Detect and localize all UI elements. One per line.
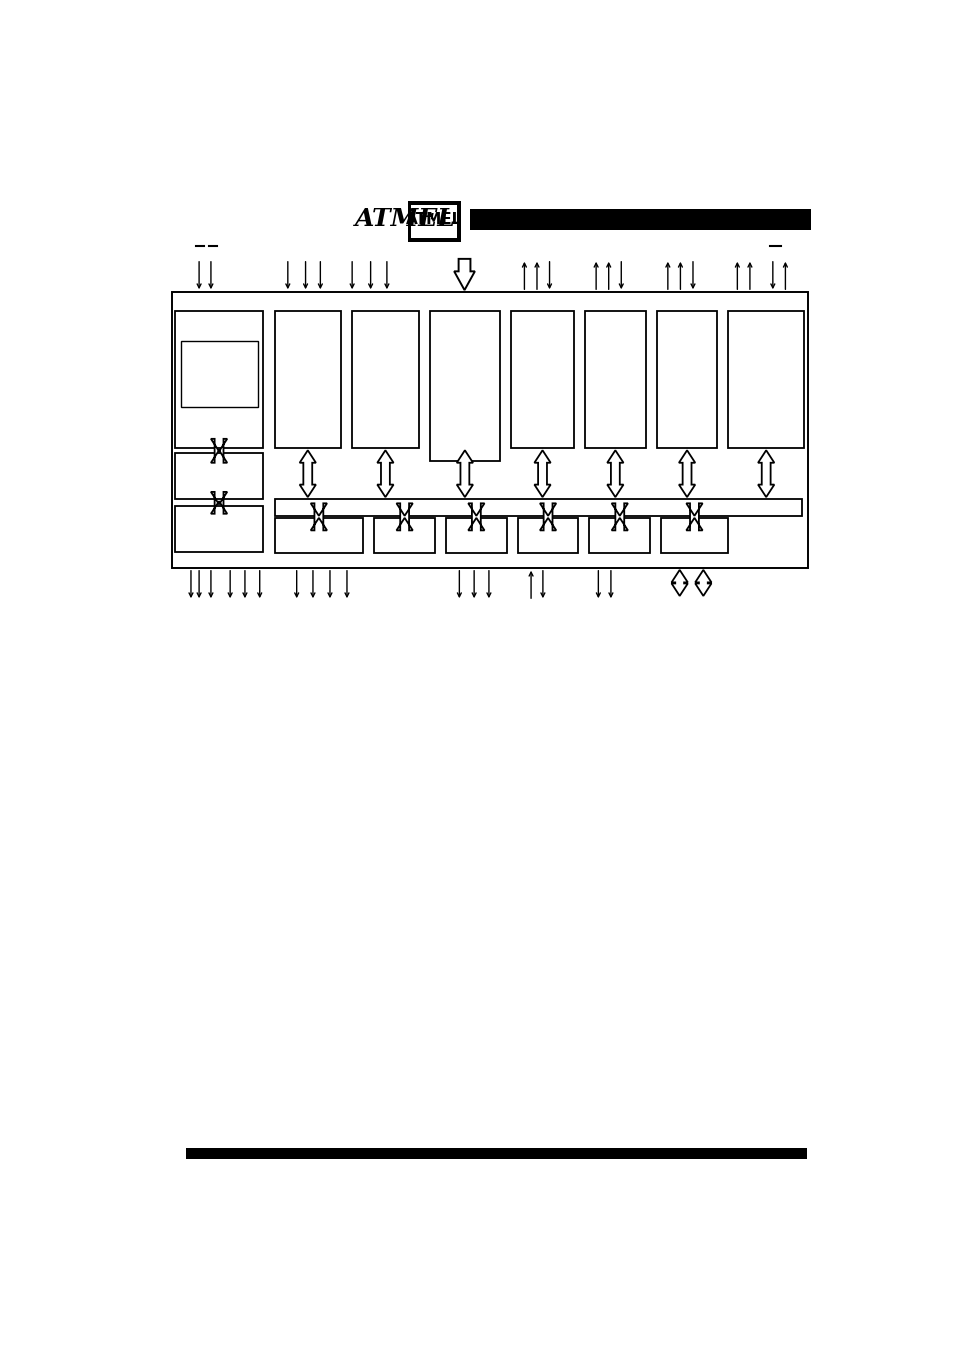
Polygon shape [376, 450, 394, 497]
Bar [274, 499, 801, 516]
Bar [352, 311, 418, 449]
Polygon shape [539, 504, 556, 531]
Bar [180, 340, 257, 407]
Bar [274, 517, 363, 554]
Polygon shape [468, 504, 484, 531]
Bar [407, 200, 460, 242]
Bar [656, 311, 717, 449]
Bar [589, 517, 649, 554]
Polygon shape [679, 450, 695, 497]
Polygon shape [211, 439, 227, 463]
Bar [511, 311, 574, 449]
Polygon shape [685, 504, 701, 531]
Bar [728, 311, 803, 449]
Polygon shape [534, 450, 550, 497]
Bar [174, 454, 263, 499]
Bar [274, 311, 341, 449]
Polygon shape [695, 570, 711, 596]
Polygon shape [396, 504, 413, 531]
Bar [186, 1148, 806, 1159]
Bar [174, 507, 263, 553]
Polygon shape [611, 504, 627, 531]
Bar [517, 517, 578, 554]
Bar [411, 205, 456, 238]
Polygon shape [606, 450, 623, 497]
Bar [660, 517, 727, 554]
Bar [174, 311, 263, 449]
Text: ATMEL: ATMEL [406, 212, 462, 227]
Polygon shape [671, 570, 687, 596]
Text: ATMEL: ATMEL [355, 207, 456, 231]
Bar [172, 292, 807, 567]
Polygon shape [311, 504, 327, 531]
Bar [374, 517, 435, 554]
Polygon shape [211, 492, 227, 513]
Polygon shape [299, 450, 315, 497]
Polygon shape [456, 450, 473, 497]
Bar [446, 517, 506, 554]
Bar [470, 209, 810, 230]
Polygon shape [758, 450, 774, 497]
Bar [429, 311, 499, 461]
Polygon shape [454, 259, 475, 290]
Bar [584, 311, 645, 449]
